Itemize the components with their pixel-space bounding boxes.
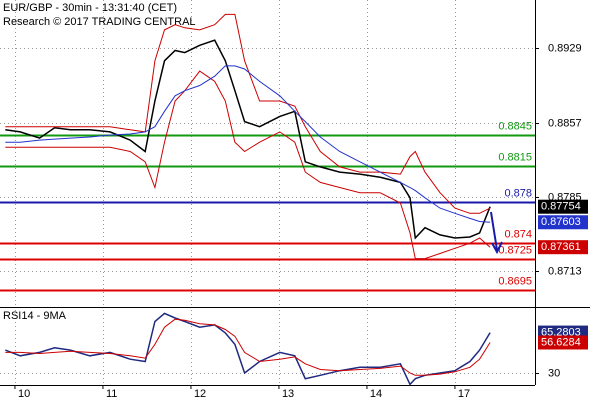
forecast-arrow [490, 211, 503, 255]
level-label: 0.8845 [498, 120, 532, 132]
last-value-box [538, 240, 588, 255]
last-value-label: 0.87603 [541, 216, 581, 228]
last-value-label: 56.6284 [541, 336, 581, 348]
level-label: 0.8815 [498, 151, 532, 163]
series-line [5, 318, 491, 376]
x-tick-label: 14 [370, 388, 382, 400]
level-label: 0.878 [504, 187, 532, 199]
y-tick-label: 30 [548, 367, 560, 379]
series-line [5, 70, 491, 260]
series-line [5, 39, 491, 240]
level-label: 0.8695 [498, 275, 532, 287]
series-line [5, 13, 491, 214]
last-value-label: 65.2803 [541, 326, 581, 338]
last-value-box [538, 335, 588, 350]
chart-subtitle: Research © 2017 TRADING CENTRAL [3, 16, 196, 28]
x-tick-label: 13 [282, 388, 294, 400]
x-tick-label: 17 [458, 388, 470, 400]
rsi-title: RSI14 - 9MA [3, 310, 67, 322]
level-label: 0.8725 [498, 244, 532, 256]
x-tick-label: 10 [18, 388, 30, 400]
x-tick-label: 12 [194, 388, 206, 400]
last-value-box [538, 199, 588, 214]
y-tick-label: 0.8857 [548, 117, 582, 129]
last-value-box [538, 215, 588, 230]
chart-title: EUR/GBP - 30min - 13:31:40 (CET) [3, 2, 177, 14]
last-value-label: 0.87361 [541, 241, 581, 253]
y-tick-label: 0.8713 [548, 265, 582, 277]
last-value-label: 0.87754 [541, 201, 581, 213]
series-line [5, 65, 491, 223]
level-label: 0.874 [504, 228, 532, 240]
x-tick-label: 11 [106, 388, 117, 400]
y-tick-label: 0.8929 [548, 42, 582, 54]
